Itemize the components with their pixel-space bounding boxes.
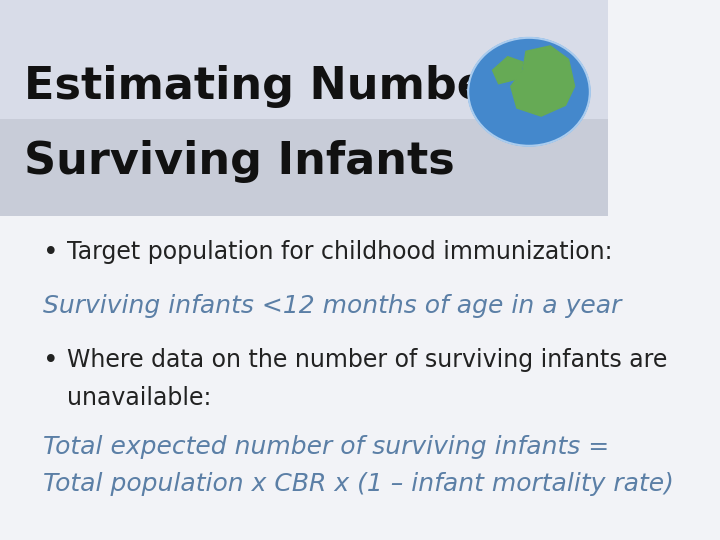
- FancyBboxPatch shape: [0, 0, 608, 119]
- Text: Estimating Number of: Estimating Number of: [24, 65, 575, 108]
- FancyBboxPatch shape: [0, 0, 608, 216]
- Text: Where data on the number of surviving infants are: Where data on the number of surviving in…: [67, 348, 667, 372]
- Polygon shape: [492, 57, 523, 84]
- Text: Target population for childhood immunization:: Target population for childhood immuniza…: [67, 240, 613, 264]
- Text: •: •: [42, 240, 58, 266]
- Text: Surviving Infants: Surviving Infants: [24, 140, 455, 184]
- Text: Surviving infants <12 months of age in a year: Surviving infants <12 months of age in a…: [42, 294, 621, 318]
- Text: •: •: [42, 348, 58, 374]
- Text: Total expected number of surviving infants =: Total expected number of surviving infan…: [42, 435, 609, 458]
- Text: Total population x CBR x (1 – infant mortality rate): Total population x CBR x (1 – infant mor…: [42, 472, 673, 496]
- Text: unavailable:: unavailable:: [67, 386, 211, 410]
- Polygon shape: [510, 46, 575, 116]
- Circle shape: [468, 38, 590, 146]
